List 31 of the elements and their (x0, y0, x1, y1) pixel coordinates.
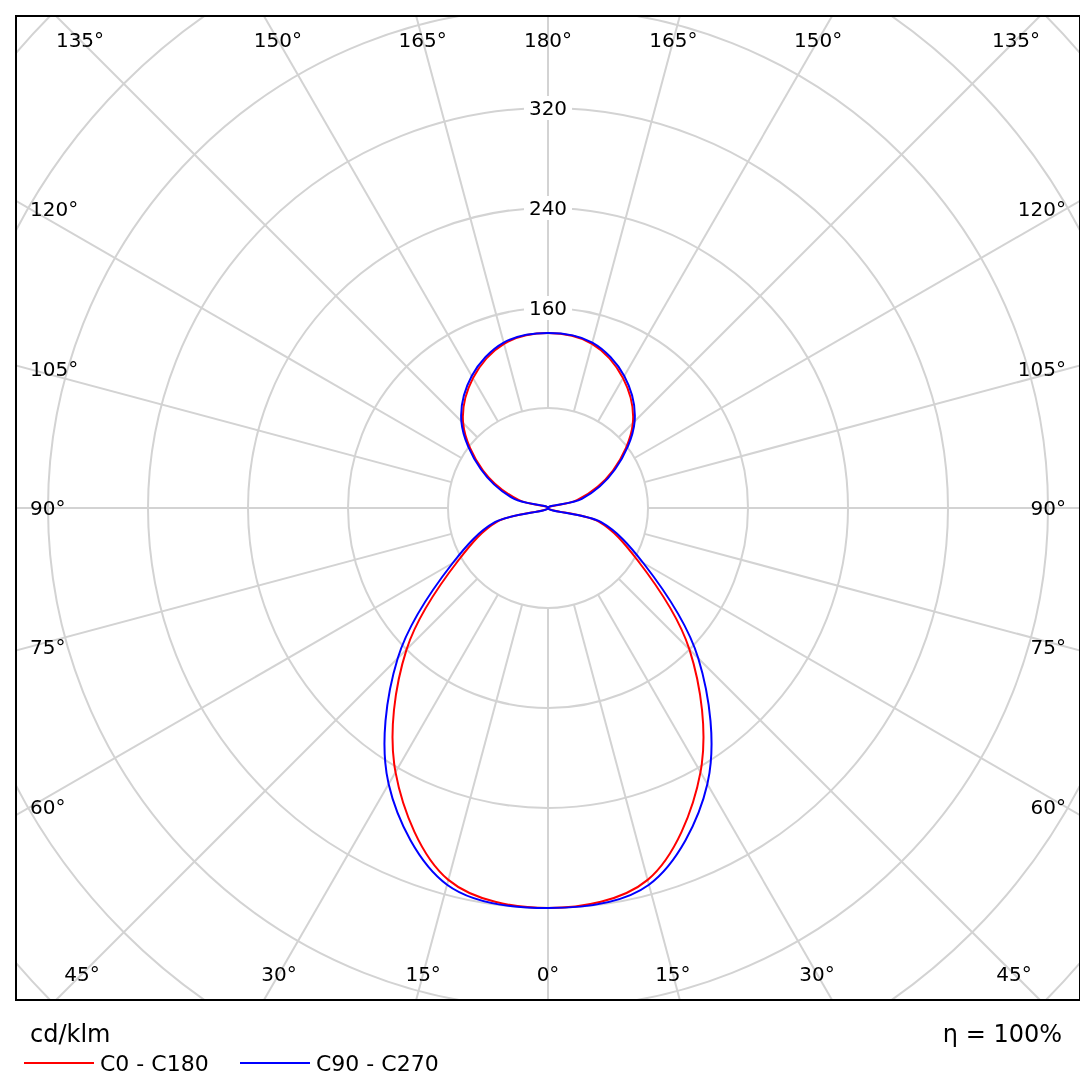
text: η = 100% (942, 1020, 1062, 1048)
spoke-label: 90° (30, 496, 66, 520)
spoke-label: 180° (523, 28, 573, 52)
spoke-label: 75° (1030, 634, 1066, 659)
spoke-label: 30° (799, 962, 835, 986)
y-tick-label: 160 (528, 296, 568, 320)
spoke-label: 120° (30, 196, 79, 221)
spoke-label: 75° (30, 634, 66, 659)
spoke-label: 165° (649, 28, 698, 52)
y-tick-label: 240 (528, 196, 568, 220)
spoke-label: 45° (64, 962, 100, 986)
spoke-label: 45° (996, 962, 1032, 986)
spoke-label: 90° (1030, 496, 1066, 520)
spoke-label: 0° (536, 962, 560, 986)
text: cd/klm (30, 1020, 111, 1048)
spoke-label: 60° (1030, 795, 1066, 820)
spoke-label: 135° (991, 28, 1041, 52)
spoke-label: 105° (1017, 357, 1066, 382)
spoke-label: 150° (794, 28, 843, 52)
spoke-label: 15° (655, 962, 691, 986)
y-tick-label: 320 (528, 96, 568, 120)
spoke-label: 150° (253, 28, 302, 52)
spoke-label: 15° (405, 962, 441, 986)
legend-label: C0 - C180 (100, 1050, 209, 1076)
spoke-label: 165° (398, 28, 447, 52)
spoke-label: 120° (1017, 196, 1066, 221)
legend-label: C90 - C270 (316, 1050, 439, 1076)
spoke-label: 105° (30, 357, 79, 382)
spoke-label: 30° (261, 962, 297, 986)
spoke-label: 60° (30, 795, 66, 820)
spoke-label: 135° (55, 28, 105, 52)
